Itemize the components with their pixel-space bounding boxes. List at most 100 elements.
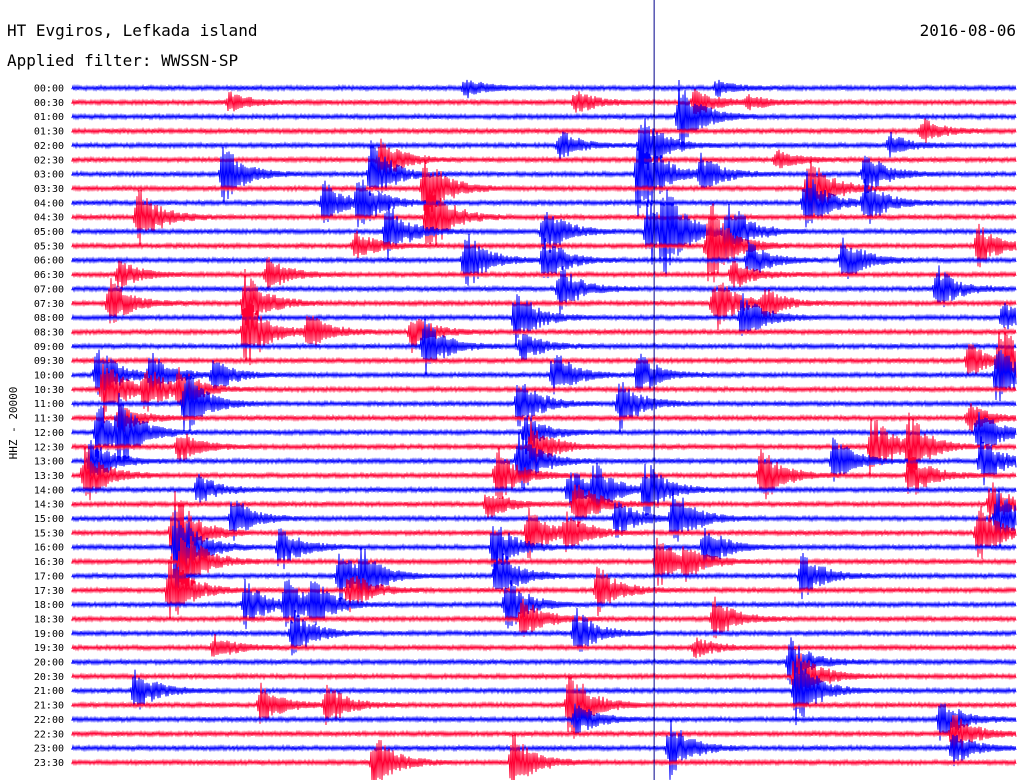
time-label: 12:30: [34, 442, 64, 453]
time-label: 08:30: [34, 327, 64, 338]
time-label: 00:00: [34, 84, 64, 95]
trace-line: [71, 318, 1017, 377]
time-label: 18:00: [34, 600, 64, 611]
trace-line: [71, 654, 1017, 726]
time-label: 00:30: [34, 98, 64, 109]
trace-line: [71, 118, 1017, 179]
time-label: 18:30: [34, 614, 64, 625]
trace-line: [71, 546, 1017, 602]
trace-line: [71, 719, 1017, 780]
time-label: 04:30: [34, 213, 64, 224]
trace-line: [71, 510, 1017, 592]
time-label: 16:00: [34, 543, 64, 554]
filter-label: Applied filter: WWSSN-SP: [7, 51, 238, 70]
trace-line: [71, 732, 1017, 780]
trace-line: [71, 653, 1017, 702]
time-label: 21:30: [34, 701, 64, 712]
trace-line: [71, 491, 1017, 577]
trace-line: [71, 673, 1017, 739]
time-label: 15:00: [34, 514, 64, 525]
trace-line: [71, 703, 1017, 741]
trace-line: [71, 300, 1017, 366]
trace-line: [71, 607, 1017, 656]
trace-line: [71, 462, 1017, 516]
time-label: 04:00: [34, 198, 64, 209]
time-label: 09:30: [34, 356, 64, 367]
trace-line: [71, 257, 1017, 291]
time-label: 12:00: [34, 428, 64, 439]
trace-line: [71, 633, 1017, 659]
trace-line: [71, 443, 1017, 501]
trace-line: [71, 203, 1017, 283]
trace-line: [71, 401, 1017, 433]
station-title: HT Evgiros, Lefkada island: [7, 21, 257, 40]
time-label: 03:00: [34, 170, 64, 181]
trace-line: [71, 637, 1017, 685]
time-label: 02:30: [34, 155, 64, 166]
trace-line: [71, 372, 1017, 433]
trace-line: [71, 88, 1017, 115]
time-label-group: 00:00 00:30 01:00 01:30 02:00 02:30 03:00 03:30…: [34, 84, 64, 769]
time-label: 07:30: [34, 299, 64, 310]
trace-line: [71, 293, 1017, 350]
time-label: 16:30: [34, 557, 64, 568]
trace-line: [71, 482, 1017, 528]
time-label: 06:00: [34, 256, 64, 267]
trace-line: [71, 556, 1017, 620]
date-label: 2016-08-06: [920, 21, 1016, 40]
time-label: 17:00: [34, 571, 64, 582]
time-label: 11:00: [34, 399, 64, 410]
time-label: 01:30: [34, 127, 64, 138]
time-label: 10:30: [34, 385, 64, 396]
trace-line: [71, 124, 1017, 219]
trace-line: [71, 233, 1017, 286]
trace-line: [71, 170, 1017, 228]
trace-line: [71, 155, 1017, 222]
time-label: 19:00: [34, 629, 64, 640]
trace-line: [71, 578, 1017, 630]
trace-line: [71, 268, 1017, 330]
channel-axis-label: HHZ - 20000: [7, 387, 20, 460]
trace-line: [71, 79, 1017, 99]
trace-line: [71, 714, 1017, 756]
time-label: 05:30: [34, 241, 64, 252]
trace-line: [71, 487, 1017, 547]
time-label: 14:30: [34, 500, 64, 511]
trace-line: [71, 392, 1017, 466]
time-label: 22:30: [34, 729, 64, 740]
time-label: 22:00: [34, 715, 64, 726]
time-label: 11:30: [34, 414, 64, 425]
trace-line: [71, 189, 1017, 278]
time-label: 17:30: [34, 586, 64, 597]
trace-line: [71, 429, 1017, 491]
time-label: 07:00: [34, 284, 64, 295]
trace-line: [71, 79, 1017, 152]
time-label: 20:30: [34, 672, 64, 683]
time-label: 23:30: [34, 758, 64, 769]
trace-line: [71, 326, 1017, 394]
time-label: 23:00: [34, 744, 64, 755]
time-label: 20:00: [34, 658, 64, 669]
time-label: 06:30: [34, 270, 64, 281]
trace-line: [71, 596, 1017, 639]
time-label: 03:30: [34, 184, 64, 195]
time-label: 14:00: [34, 485, 64, 496]
trace-line: [71, 535, 1017, 589]
time-label: 19:30: [34, 643, 64, 654]
time-label: 02:00: [34, 141, 64, 152]
trace-line: [71, 118, 1017, 143]
time-label: 13:30: [34, 471, 64, 482]
time-label: 15:30: [34, 528, 64, 539]
trace-line: [71, 265, 1017, 315]
time-label: 09:00: [34, 342, 64, 353]
time-label: 05:00: [34, 227, 64, 238]
time-label: 21:00: [34, 686, 64, 697]
trace-line: [71, 412, 1017, 475]
trace-line: [71, 186, 1017, 246]
time-label: 13:00: [34, 457, 64, 468]
trace-line: [71, 349, 1017, 402]
time-label: 10:00: [34, 371, 64, 382]
time-label: 01:00: [34, 112, 64, 123]
trace-line: [71, 363, 1017, 424]
